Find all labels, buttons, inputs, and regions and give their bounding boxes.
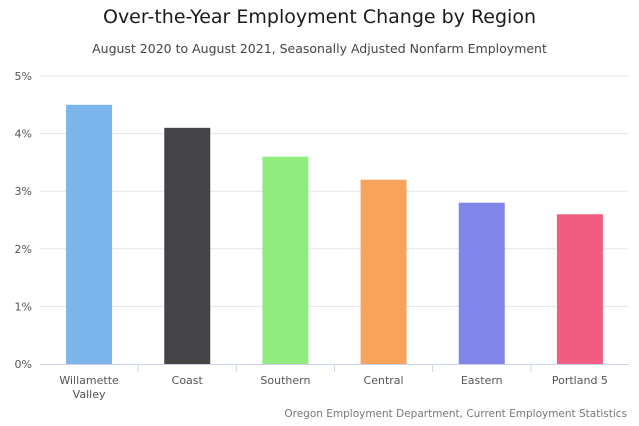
y-tick-label: 4% [15, 128, 32, 141]
bar-5 [458, 202, 505, 364]
chart-credits: Oregon Employment Department, Current Em… [284, 408, 627, 420]
bar-3 [262, 156, 309, 364]
x-tick-label-line: Southern [260, 374, 310, 387]
x-tick-label: Willamette Valley [59, 374, 119, 401]
x-tick-label-line: Portland 5 [552, 374, 608, 387]
y-tick-label: 0% [15, 358, 32, 371]
x-tick-label-line: Valley [73, 388, 106, 401]
x-tick-label: Southern [260, 374, 310, 387]
y-tick-label: 1% [15, 300, 32, 313]
y-tick-label: 5% [15, 70, 32, 83]
x-tick-label-line: Eastern [461, 374, 503, 387]
chart-subtitle: August 2020 to August 2021, Seasonally A… [92, 41, 547, 56]
bar-2 [164, 127, 211, 364]
x-tick-label-line: Central [364, 374, 404, 387]
x-tick-label-line: Willamette [59, 374, 119, 387]
bar-4 [360, 179, 407, 364]
chart-title: Over-the-Year Employment Change by Regio… [102, 6, 536, 28]
y-tick-label: 2% [15, 243, 32, 256]
x-tick-label: Coast [172, 374, 204, 387]
y-tick-label: 3% [15, 185, 32, 198]
x-tick-label: Eastern [461, 374, 503, 387]
x-tick-label: Portland 5 [552, 374, 608, 387]
x-tick-label: Central [364, 374, 404, 387]
bar-1 [66, 104, 113, 365]
bar-6 [556, 214, 603, 364]
x-tick-label-line: Coast [172, 374, 204, 387]
